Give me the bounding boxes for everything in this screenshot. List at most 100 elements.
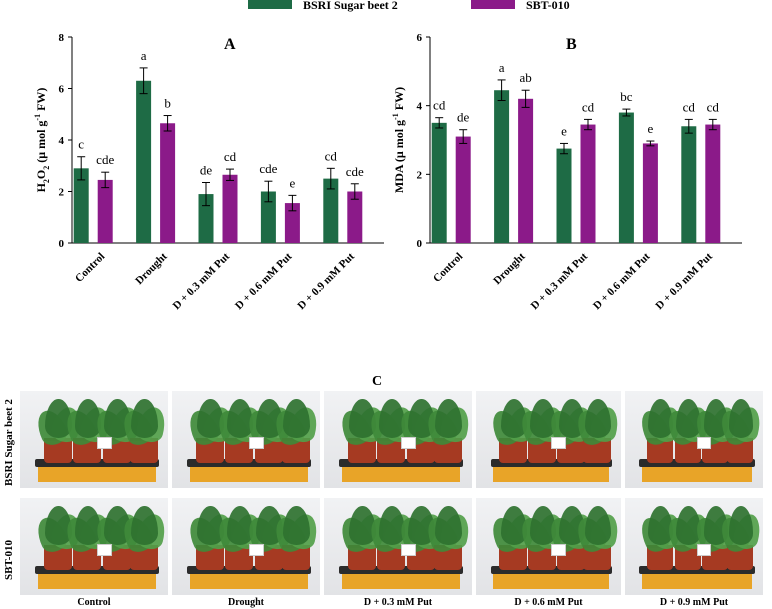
significance-letter: b (164, 96, 171, 111)
plant-label-tag (248, 436, 265, 450)
plant-label-tag (551, 436, 567, 450)
significance-letter: cd (325, 148, 338, 163)
significance-letter: cd (582, 99, 595, 114)
significance-letter: c (78, 137, 84, 152)
significance-letter: de (200, 162, 213, 177)
legend-label-0: BSRI Sugar beet 2 (303, 0, 398, 12)
bar-0-3 (260, 191, 276, 243)
plant-photo (20, 391, 168, 488)
bar-1-4 (705, 124, 721, 243)
x-tick-label: D + 0.9 mM Put (653, 250, 715, 312)
plant-label-tag (400, 436, 417, 450)
x-tick-label: D + 0.3 mM Put (171, 250, 233, 312)
bar-0-2 (198, 194, 214, 243)
plant-photo (625, 498, 763, 595)
photo-column-label: Control (77, 597, 111, 608)
y-tick-label: 2 (417, 169, 423, 181)
plant-photo (476, 498, 621, 595)
legend-label-1: SBT-010 (526, 0, 570, 12)
pot-rack (638, 458, 755, 467)
bar-1-0 (97, 179, 113, 243)
leaf (283, 398, 310, 438)
significance-letter: cde (96, 152, 114, 167)
plant-photo (476, 391, 621, 488)
y-tick-label: 6 (417, 32, 423, 44)
photo-row-label: BSRI Sugar beet 2 (3, 399, 15, 486)
photo-column-label: D + 0.6 mM Put (514, 597, 583, 608)
x-tick-label: D + 0.6 mM Put (591, 250, 653, 312)
plant-photo (625, 391, 763, 488)
significance-letter: a (499, 60, 505, 75)
plant-label-tag (551, 543, 567, 557)
pot-rack (34, 565, 160, 574)
plant-photo (172, 498, 320, 595)
pot-rack (186, 458, 312, 467)
plant-label-tag (248, 543, 265, 557)
pot-rack (186, 565, 312, 574)
legend-swatch-0 (248, 0, 292, 9)
leaf (435, 398, 462, 438)
leaf (584, 505, 611, 545)
significance-letter: bc (620, 89, 633, 104)
y-tick-label: 8 (59, 32, 65, 44)
plant-photo (324, 498, 472, 595)
pot-rack (34, 458, 160, 467)
bar-0-0 (431, 122, 447, 243)
charts-svg: BSRI Sugar beet 2 SBT-010 0 2 4 6 8 A H2O2 (μ mo… (33, 0, 742, 312)
bar-0-4 (323, 178, 339, 243)
bar-0-2 (556, 148, 572, 243)
photo-row-label: SBT-010 (3, 540, 15, 580)
bar-1-2 (222, 174, 238, 243)
leaf (131, 505, 158, 545)
significance-letter: de (457, 110, 470, 125)
bar-0-3 (618, 112, 634, 244)
bar-1-1 (160, 123, 176, 243)
leaf (283, 505, 310, 545)
significance-letter: e (561, 123, 567, 138)
significance-letter: e (290, 175, 296, 190)
x-tick-label: D + 0.9 mM Put (295, 250, 357, 312)
bar-1-1 (518, 98, 534, 243)
x-tick-label: D + 0.6 mM Put (233, 250, 295, 312)
bar-0-0 (73, 168, 89, 243)
bar-1-3 (284, 203, 300, 243)
significance-letter: cd (224, 149, 237, 164)
y-axis-label: H2O2 (μ mol g-1 FW) (33, 88, 51, 193)
pot-rack (338, 565, 464, 574)
significance-letter: e (648, 121, 654, 136)
pot-rack (638, 565, 755, 574)
plant-photo (20, 498, 168, 595)
significance-letter: cde (259, 161, 277, 176)
y-tick-label: 2 (59, 187, 65, 199)
y-tick-label: 0 (417, 238, 423, 250)
bar-1-3 (642, 143, 658, 243)
y-tick-label: 4 (417, 101, 423, 113)
pot-rack (338, 458, 464, 467)
bar-0-1 (494, 90, 510, 243)
y-tick-label: 0 (59, 238, 65, 250)
significance-letter: cd (433, 98, 446, 113)
plant-label-tag (96, 436, 113, 450)
plant-label-tag (696, 543, 712, 557)
leaf (435, 505, 462, 545)
y-tick-label: 6 (59, 84, 65, 96)
x-tick-label: D + 0.3 mM Put (529, 250, 591, 312)
leaf (584, 398, 611, 438)
leaf (728, 505, 754, 545)
significance-letter: ab (519, 70, 531, 85)
plant-photo (172, 391, 320, 488)
plant-label-tag (400, 543, 417, 557)
x-tick-label: Drought (491, 250, 528, 287)
bar-1-4 (347, 191, 363, 243)
pot-rack (490, 458, 613, 467)
photo-panel-title: C (372, 374, 383, 389)
significance-letter: a (141, 48, 147, 63)
photo-column-label: D + 0.9 mM Put (659, 597, 729, 608)
significance-letter: cd (707, 99, 720, 114)
photo-column-label: Drought (228, 597, 264, 608)
bar-0-1 (136, 80, 152, 244)
x-tick-label: Drought (133, 250, 170, 287)
significance-letter: cd (683, 99, 696, 114)
